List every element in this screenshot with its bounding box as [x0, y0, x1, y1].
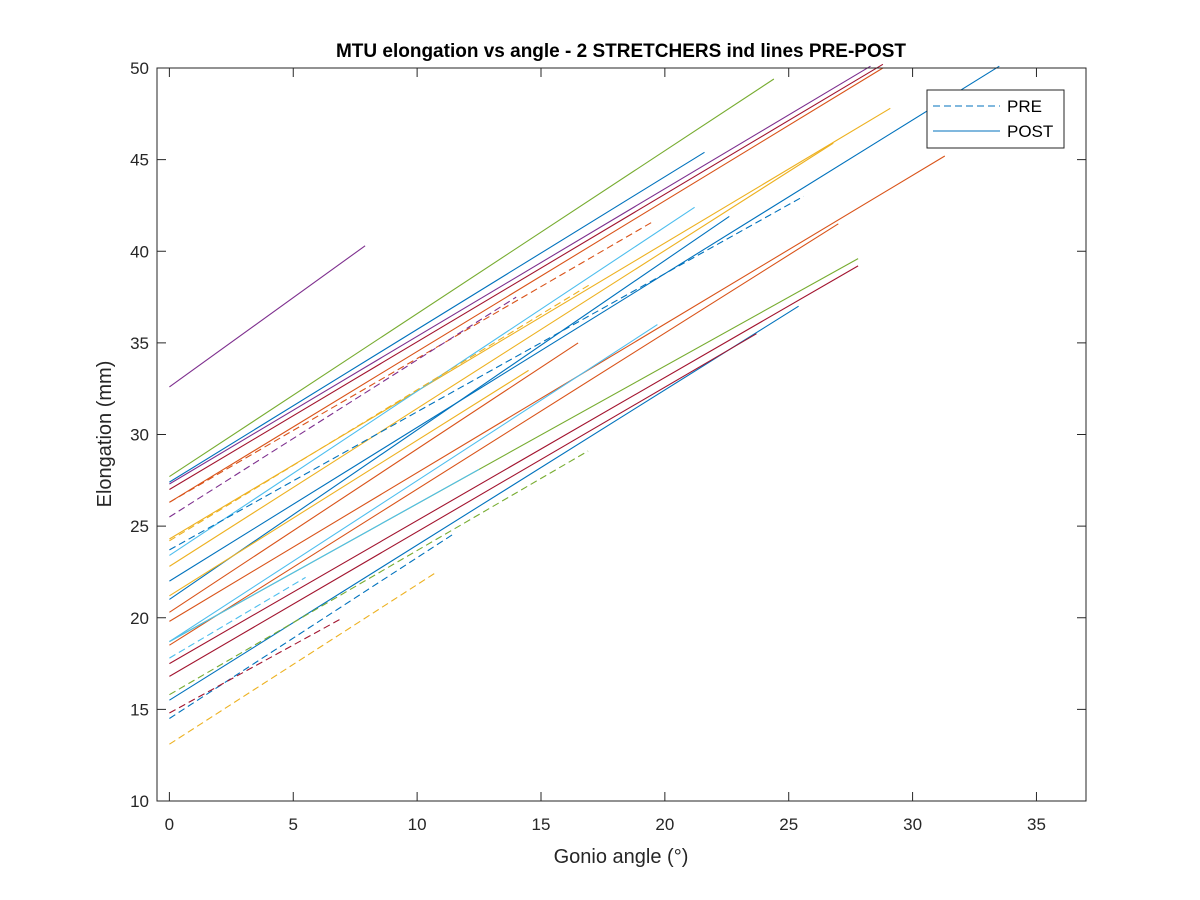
series-line-5-post [169, 67, 884, 503]
y-tick-label: 30 [130, 426, 149, 445]
series-line-12-post [169, 215, 730, 600]
y-tick-label: 20 [130, 609, 149, 628]
axis-ticks: 0 5 10 15 20 25 30 35 10 15 20 25 30 35 40 45 50 [130, 59, 1086, 834]
series-line-26-pre [169, 450, 589, 696]
series-line-27-pre [169, 533, 455, 719]
series-line-17-post [169, 333, 757, 677]
series-line-6-post [169, 151, 705, 483]
series-line-24-pre [169, 283, 591, 542]
y-tick-label: 15 [130, 700, 149, 719]
plot-area [169, 63, 1000, 745]
x-tick-label: 30 [903, 815, 922, 834]
legend-box [926, 89, 1065, 149]
legend: PRE POST [926, 89, 1065, 149]
series-line-3-post [169, 65, 871, 485]
series-line-8-post [169, 107, 891, 540]
y-tick-label: 40 [130, 242, 149, 261]
series-line-28-pre [169, 571, 438, 745]
y-tick-label: 25 [130, 517, 149, 536]
series-line-19-post [169, 468, 480, 643]
y-tick-label: 35 [130, 334, 149, 353]
x-tick-label: 35 [1027, 815, 1046, 834]
x-tick-label: 25 [779, 815, 798, 834]
series-line-23-pre [169, 221, 653, 503]
series-line-22-pre [169, 195, 804, 551]
y-axis-label: Elongation (mm) [94, 361, 116, 508]
x-tick-label: 10 [408, 815, 427, 834]
series-line-16-post [169, 305, 799, 701]
legend-pre-label: PRE [1007, 97, 1042, 116]
series-line-11-post [169, 206, 695, 556]
x-tick-label: 15 [532, 815, 551, 834]
series-line-25-pre [169, 296, 517, 518]
y-tick-label: 10 [130, 792, 149, 811]
series-line-2-post [169, 78, 775, 478]
legend-post-label: POST [1007, 122, 1053, 141]
series-line-20-post [169, 342, 579, 613]
x-tick-label: 5 [289, 815, 298, 834]
series-line-21-post [169, 369, 529, 597]
x-tick-label: 20 [655, 815, 674, 834]
x-axis-label: Gonio angle (°) [554, 846, 689, 868]
series-line-15-post [169, 265, 859, 665]
series-line-30-pre [169, 576, 306, 659]
series-line-1-post [169, 245, 366, 388]
series-line-4-post [169, 63, 884, 490]
y-tick-label: 45 [130, 151, 149, 170]
series-line-13-post [169, 223, 839, 646]
x-tick-label: 0 [165, 815, 174, 834]
series-line-18-post [169, 324, 658, 643]
chart-title: MTU elongation vs angle - 2 STRETCHERS i… [336, 41, 906, 62]
series-line-9-post [169, 142, 834, 567]
y-tick-label: 50 [130, 59, 149, 78]
series-line-7-post [169, 65, 1000, 582]
series-line-10-post [169, 155, 946, 622]
